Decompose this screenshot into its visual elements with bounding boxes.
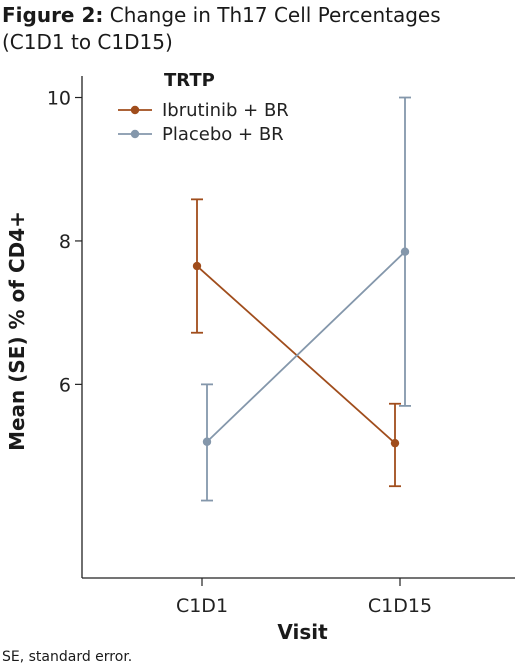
figure-title-line2: (C1D1 to C1D15) (2, 30, 173, 54)
x-tick-label: C1D15 (368, 595, 432, 617)
legend-swatch-marker (130, 129, 140, 139)
legend-swatch-marker (130, 105, 140, 115)
legend-label: Placebo + BR (162, 124, 284, 145)
y-tick-label: 8 (59, 231, 71, 253)
data-point (390, 438, 400, 448)
figure-label: Figure 2: (2, 3, 104, 27)
x-tick-label: C1D1 (176, 595, 228, 617)
x-axis-title: Visit (277, 620, 328, 644)
y-tick-label: 10 (47, 88, 71, 110)
data-point (400, 247, 410, 256)
data-point (192, 261, 202, 271)
data-point (202, 437, 212, 446)
y-tick-label: 6 (59, 374, 71, 396)
figure-title: Figure 2: Change in Th17 Cell Percentage… (2, 2, 512, 56)
y-axis-title: Mean (SE) % of CD4+ (5, 211, 29, 451)
series-line-placebo-br (206, 251, 406, 443)
legend-label: Ibrutinib + BR (162, 100, 289, 121)
footnote: SE, standard error. (2, 649, 133, 665)
legend-title: TRTP (164, 70, 215, 91)
figure-title-text: Change in Th17 Cell Percentages (103, 3, 441, 27)
series-line-ibrutinib-br (196, 265, 396, 444)
